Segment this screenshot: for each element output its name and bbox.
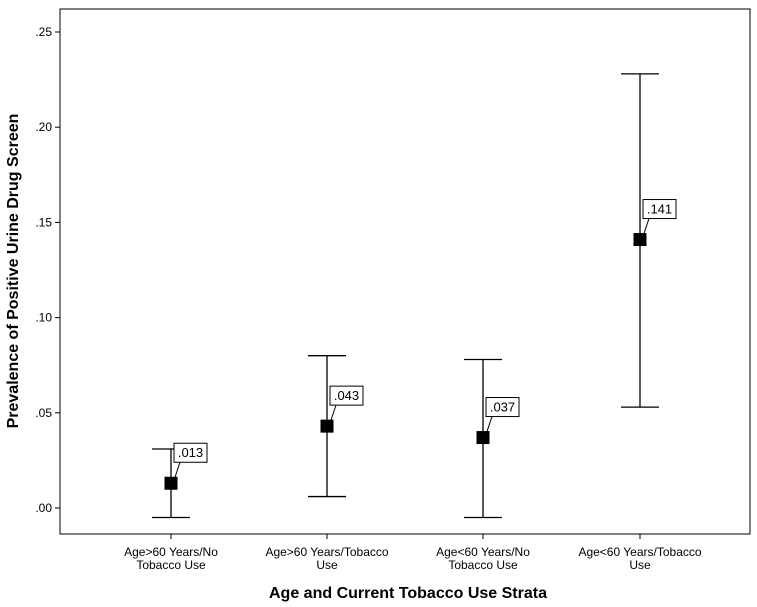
data-point-marker [633, 233, 647, 247]
y-tick-label: .05 [35, 406, 52, 420]
data-label: .043 [334, 388, 359, 403]
data-label-box [329, 385, 364, 406]
y-axis: .00 .05 .10 .15 .20 .25 [35, 25, 60, 515]
data-point-marker [164, 476, 178, 490]
data-point-marker [320, 419, 334, 433]
x-tick-label: Age<60 Years/No Tobacco Use [436, 545, 530, 572]
data-point-marker [476, 431, 490, 445]
data-label: .013 [178, 445, 203, 460]
y-tick-label: .00 [35, 501, 52, 515]
data-label: .037 [490, 400, 515, 415]
data-label-box [485, 397, 520, 418]
y-tick-label: .10 [35, 311, 52, 325]
x-axis-title: Age and Current Tobacco Use Strata [269, 585, 547, 602]
data-label-leader [486, 416, 493, 432]
y-tick-label: .15 [35, 215, 52, 229]
data-label: .141 [647, 202, 672, 217]
data-label-leader [174, 462, 181, 478]
y-tick-label: .20 [35, 120, 52, 134]
x-tick-label: Age<60 Years/Tobacco Use [578, 545, 701, 572]
x-tick-label: Age>60 Years/Tobacco Use [265, 545, 388, 572]
y-tick-label: .25 [35, 25, 52, 39]
data-label-leader [643, 218, 650, 234]
x-tick-label: Age>60 Years/No Tobacco Use [124, 545, 218, 572]
plot-frame [59, 8, 751, 535]
data-label-box [642, 199, 677, 220]
data-label-leader [330, 404, 337, 421]
data-series: .013 .043 .037 .141 [152, 73, 677, 519]
y-axis-title: Prevalence of Positive Urine Drug Screen [5, 114, 22, 429]
data-label-box [173, 442, 208, 463]
x-axis: Age>60 Years/No Tobacco Use Age>60 Years/T… [124, 534, 702, 572]
